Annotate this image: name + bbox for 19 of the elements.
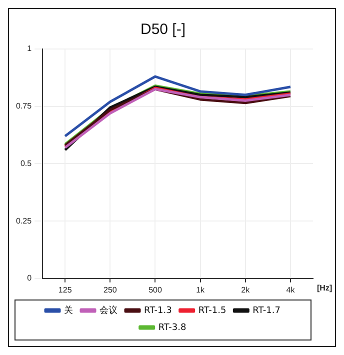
legend-label: RT-1.3 [144,306,172,316]
x-tick-label: 1k [196,285,206,294]
x-tick-label: 2k [241,285,251,294]
x-tick-label: 500 [148,285,162,294]
x-tick-label: 125 [58,285,72,294]
y-tick-label: 0.75 [16,102,32,111]
legend-label: RT-1.5 [198,306,226,316]
legend-label: 关 [64,304,74,316]
x-tick-label: 4k [286,285,296,294]
x-tick-label: 250 [104,285,118,294]
chart-title: D50 [-] [140,21,186,38]
y-tick-label: 0.25 [16,216,32,226]
legend-label: RT-3.8 [158,322,186,333]
y-tick-label: 0.5 [20,158,32,168]
x-axis-title: [Hz] [317,284,332,293]
legend-label: RT-1.7 [252,306,281,316]
y-tick-label: 1 [27,44,32,54]
legend-label: 会议 [100,304,118,316]
y-tick-label: 0 [27,274,32,283]
